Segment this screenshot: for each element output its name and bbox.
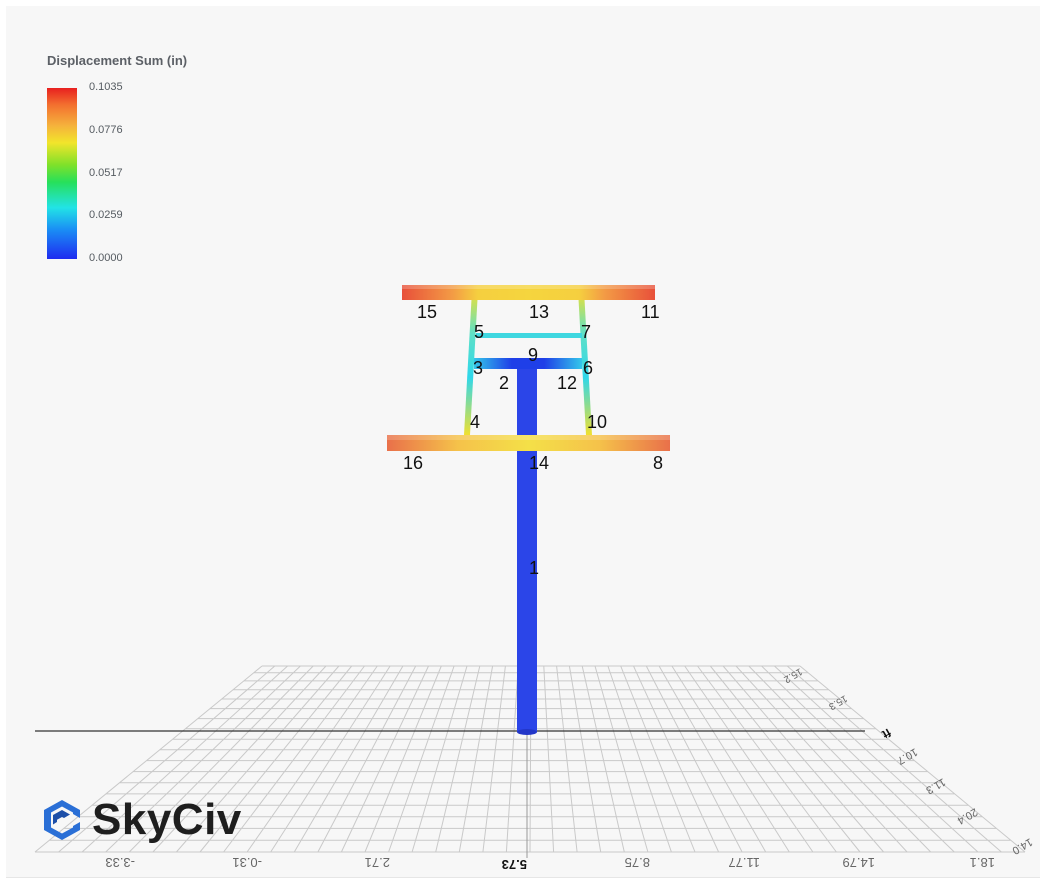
node-label: 9 <box>528 345 538 365</box>
legend-title: Displacement Sum (in) <box>47 53 188 68</box>
legend-tick: 0.0776 <box>89 124 123 136</box>
node-label: 12 <box>557 373 577 393</box>
legend-tick: 0.0259 <box>89 209 123 221</box>
node-labels: 1 2 3 4 5 6 7 8 9 10 11 12 13 14 15 16 <box>403 302 663 578</box>
grid-tick: 18.1 <box>970 855 995 870</box>
node-label: 8 <box>653 453 663 473</box>
node-label: 16 <box>403 453 423 473</box>
node-label: 14 <box>529 453 549 473</box>
node-label: 2 <box>499 373 509 393</box>
node-label: 15 <box>417 302 437 322</box>
tie-beam[interactable] <box>476 333 582 338</box>
legend-tick-min: 0.0000 <box>89 252 123 264</box>
node-label: 1 <box>529 558 539 578</box>
pole-member[interactable] <box>517 368 537 735</box>
skyciv-logo-text: SkyCiv <box>92 795 242 844</box>
grid-tick: 20.4 <box>955 805 980 826</box>
grid-tick: -0.31 <box>232 855 262 870</box>
legend-tick: 0.0517 <box>89 167 123 179</box>
grid-tick: 15.2 <box>781 665 804 684</box>
node-label: 3 <box>473 358 483 378</box>
grid-tick: 14.0 <box>1010 835 1035 856</box>
node-label: 4 <box>470 412 480 432</box>
skyciv-logo: SkyCiv <box>40 794 242 846</box>
skyciv-logo-icon <box>44 800 80 840</box>
grid-tick: 2.71 <box>365 855 390 870</box>
lower-crossarm[interactable] <box>387 435 670 451</box>
grid-tick: 11.77 <box>728 855 760 870</box>
frame-legs[interactable] <box>464 290 592 435</box>
node-label: 10 <box>587 412 607 432</box>
node-label: 5 <box>474 322 484 342</box>
legend-tick-max: 0.1035 <box>89 81 123 93</box>
grid-x-ticks: -3.33 -0.31 2.71 5.73 8.75 11.77 14.79 1… <box>105 855 995 872</box>
legend-color-bar <box>47 88 77 259</box>
node-label: 13 <box>529 302 549 322</box>
node-label: 7 <box>581 322 591 342</box>
grid-tick: -3.33 <box>105 855 135 870</box>
grid-tick: 8.75 <box>625 855 650 870</box>
pole-crossarm[interactable] <box>474 358 582 369</box>
grid-tick: 5.73 <box>502 857 527 872</box>
top-crossarm[interactable] <box>402 285 655 300</box>
node-label: 11 <box>641 302 660 322</box>
node-label: 6 <box>583 358 593 378</box>
grid-tick: 14.79 <box>842 855 875 870</box>
